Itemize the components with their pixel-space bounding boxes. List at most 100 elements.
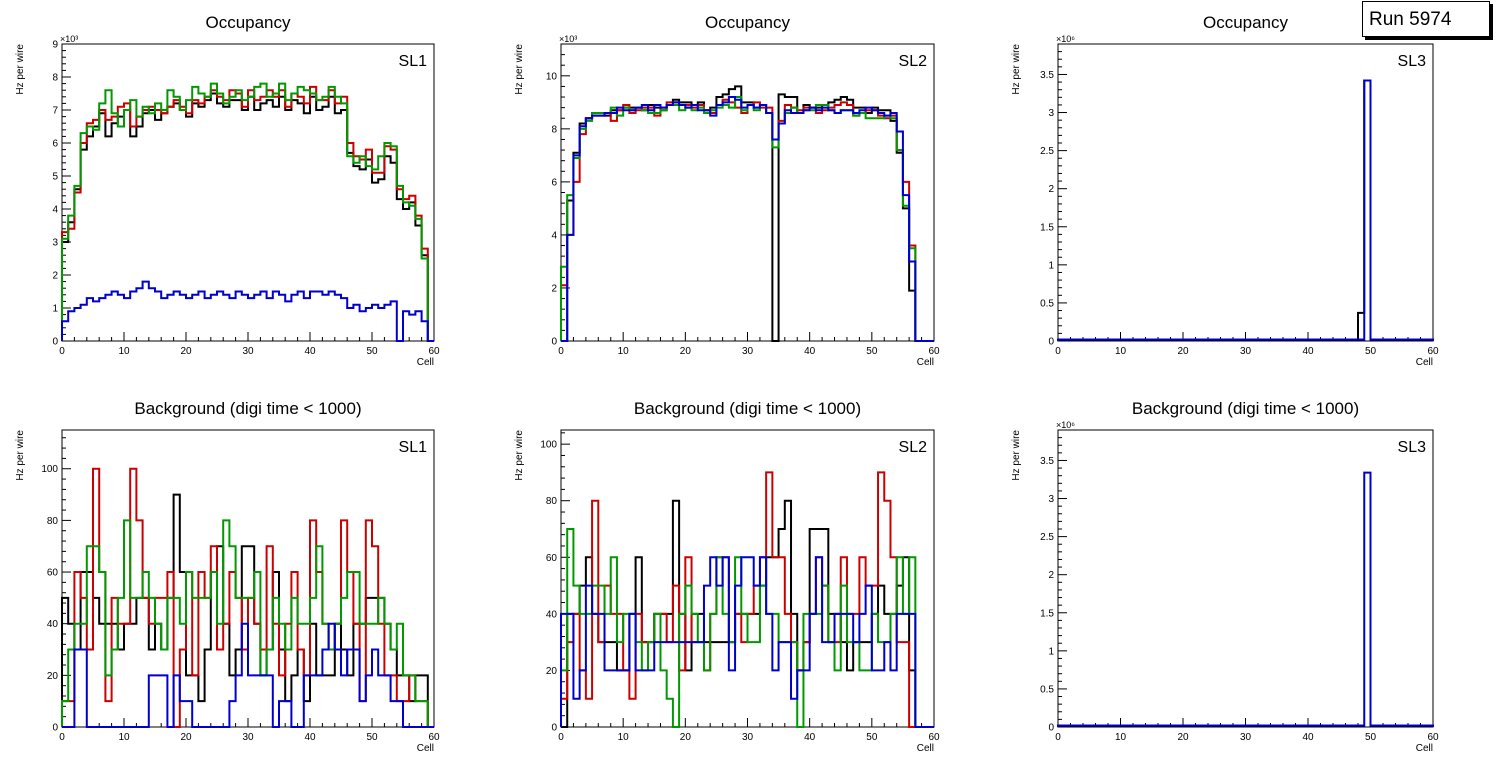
y-tick-label: 100 bbox=[540, 440, 557, 451]
x-axis-label: Cell bbox=[917, 743, 934, 754]
y-axis-exponent: ×10³ bbox=[60, 34, 78, 44]
y-tick-label: 2 bbox=[52, 271, 58, 282]
x-tick-label: 0 bbox=[59, 346, 65, 357]
superlayer-label: SL1 bbox=[399, 53, 428, 70]
x-tick-label: 60 bbox=[928, 346, 940, 357]
x-tick-label: 10 bbox=[618, 346, 630, 357]
y-tick-label: 0 bbox=[1048, 337, 1054, 348]
x-tick-label: 40 bbox=[304, 346, 316, 357]
run-number-label: Run 5974 bbox=[1362, 1, 1490, 37]
y-tick-label: 9 bbox=[52, 40, 58, 51]
x-tick-label: 50 bbox=[866, 346, 878, 357]
chart-title: Background (digi time < 1000) bbox=[634, 399, 861, 418]
y-tick-label: 80 bbox=[47, 516, 59, 527]
x-tick-label: 10 bbox=[618, 732, 630, 743]
chart-title: Occupancy bbox=[705, 13, 791, 32]
x-tick-label: 30 bbox=[242, 346, 254, 357]
bkg-sl1-chart: Background (digi time < 1000) SL1 0 10 20 30 4… bbox=[15, 399, 440, 754]
y-tick-label: 20 bbox=[47, 671, 59, 682]
bkg-sl2-chart: Background (digi time < 1000) SL2 0 10 20 30 4… bbox=[514, 399, 940, 754]
y-tick-label: 0 bbox=[551, 723, 557, 734]
y-tick-label: 8 bbox=[52, 73, 58, 84]
plot-frame bbox=[560, 43, 935, 342]
x-tick-label: 40 bbox=[804, 346, 816, 357]
histogram-series-layer-3 bbox=[61, 519, 434, 728]
x-tick-label: 20 bbox=[180, 346, 192, 357]
x-tick-label: 40 bbox=[804, 732, 816, 743]
y-tick-label: 10 bbox=[546, 71, 558, 82]
x-tick-label: 60 bbox=[1427, 732, 1439, 743]
chart-title: Background (digi time < 1000) bbox=[134, 399, 361, 418]
x-tick-label: 30 bbox=[242, 732, 254, 743]
y-tick-label: 8 bbox=[551, 124, 557, 135]
histogram-series-layer-4 bbox=[1057, 79, 1434, 341]
y-tick-label: 0 bbox=[1048, 723, 1054, 734]
x-tick-label: 0 bbox=[1055, 346, 1061, 357]
histogram-series-layer-2 bbox=[560, 98, 934, 342]
histogram-series-layer-4 bbox=[62, 622, 434, 728]
x-tick-label: 40 bbox=[304, 732, 316, 743]
chart-title: Occupancy bbox=[1203, 13, 1289, 32]
superlayer-label: SL3 bbox=[1398, 53, 1427, 70]
y-tick-label: 2.5 bbox=[1040, 532, 1054, 543]
histogram-series-layer-1 bbox=[561, 85, 934, 342]
y-tick-label: 1 bbox=[52, 304, 58, 315]
histogram-series-layer-3 bbox=[560, 96, 934, 342]
y-tick-label: 1 bbox=[1048, 646, 1054, 657]
x-axis-label: Cell bbox=[1416, 357, 1433, 368]
y-axis-exponent: ×10³ bbox=[559, 34, 577, 44]
y-tick-label: 3 bbox=[1048, 108, 1054, 119]
x-tick-label: 0 bbox=[558, 732, 564, 743]
x-tick-label: 30 bbox=[742, 346, 754, 357]
histogram-series-layer-4 bbox=[61, 280, 434, 342]
y-tick-label: 4 bbox=[52, 205, 58, 216]
x-tick-label: 60 bbox=[928, 732, 940, 743]
x-tick-label: 30 bbox=[742, 732, 754, 743]
histogram-series-layer-2 bbox=[560, 471, 934, 728]
y-tick-label: 3 bbox=[52, 238, 58, 249]
x-tick-label: 50 bbox=[1365, 732, 1377, 743]
x-tick-label: 20 bbox=[680, 732, 692, 743]
x-tick-label: 20 bbox=[1177, 732, 1189, 743]
y-axis-label: Hz per wire bbox=[1011, 44, 1022, 95]
y-tick-label: 2 bbox=[551, 283, 557, 294]
y-tick-label: 2 bbox=[1048, 570, 1054, 581]
x-tick-label: 20 bbox=[1177, 346, 1189, 357]
x-tick-label: 50 bbox=[1365, 346, 1377, 357]
y-axis-label: Hz per wire bbox=[514, 430, 525, 481]
y-tick-label: 40 bbox=[47, 619, 59, 630]
x-axis-label: Cell bbox=[417, 743, 434, 754]
superlayer-label: SL1 bbox=[399, 439, 428, 456]
y-tick-label: 0 bbox=[551, 337, 557, 348]
y-tick-label: 60 bbox=[47, 568, 59, 579]
y-tick-label: 0.5 bbox=[1040, 298, 1054, 309]
y-axis-label: Hz per wire bbox=[514, 44, 525, 95]
x-tick-label: 60 bbox=[428, 732, 440, 743]
chart-title: Occupancy bbox=[205, 13, 291, 32]
chart-title: Background (digi time < 1000) bbox=[1132, 399, 1359, 418]
plot-frame bbox=[1057, 43, 1434, 342]
y-tick-label: 2 bbox=[1048, 184, 1054, 195]
y-tick-label: 7 bbox=[52, 106, 58, 117]
y-tick-label: 60 bbox=[546, 553, 558, 564]
y-tick-label: 1.5 bbox=[1040, 222, 1054, 233]
x-tick-label: 30 bbox=[1240, 732, 1252, 743]
x-tick-label: 50 bbox=[366, 732, 378, 743]
x-tick-label: 10 bbox=[118, 732, 130, 743]
plot-frame bbox=[1057, 429, 1434, 728]
y-axis-label: Hz per wire bbox=[15, 430, 26, 481]
x-tick-label: 20 bbox=[180, 732, 192, 743]
x-axis-label: Cell bbox=[417, 357, 434, 368]
y-axis-label: Hz per wire bbox=[15, 44, 26, 95]
y-tick-label: 0 bbox=[52, 723, 58, 734]
y-tick-label: 6 bbox=[551, 177, 557, 188]
histogram-series-layer-4 bbox=[1057, 471, 1434, 727]
superlayer-label: SL3 bbox=[1398, 439, 1427, 456]
y-tick-label: 1 bbox=[1048, 260, 1054, 271]
y-tick-label: 5 bbox=[52, 172, 58, 183]
y-tick-label: 20 bbox=[546, 666, 558, 677]
y-tick-label: 100 bbox=[41, 464, 58, 475]
